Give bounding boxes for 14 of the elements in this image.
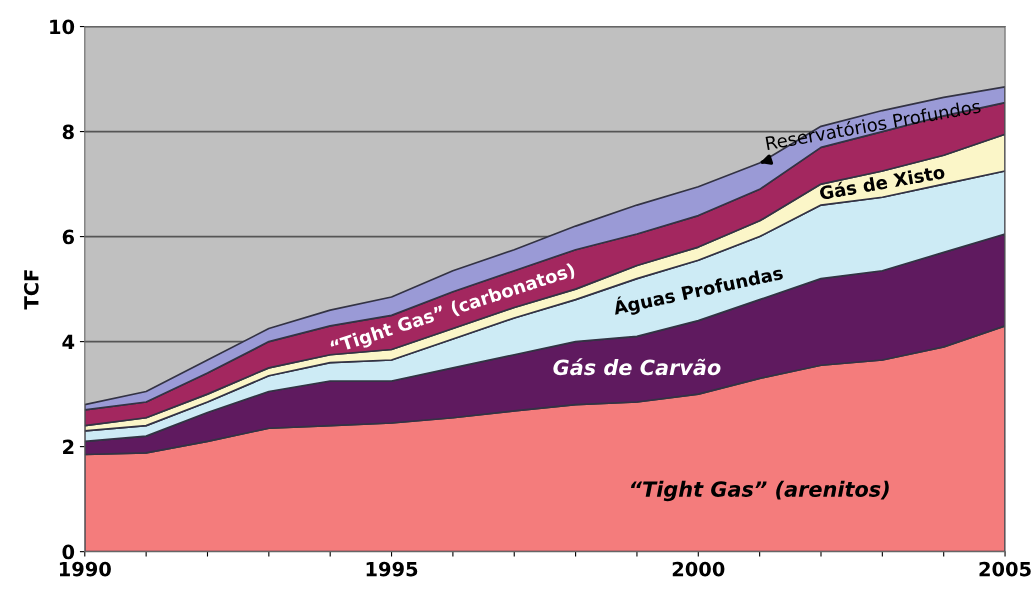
y-tick-label: 4 (62, 334, 75, 349)
x-tick-label: 1990 (59, 561, 111, 577)
y-tick-label: 6 (62, 229, 75, 245)
y-tick-label: 8 (62, 124, 74, 140)
x-tick-label: 1995 (366, 561, 418, 577)
y-axis-title: TCF (23, 270, 39, 310)
series-label: Gás de Carvão (553, 358, 721, 376)
series-label: “Tight Gas” (arenitos) (630, 480, 889, 502)
series-label: Gás de Xisto (818, 163, 946, 201)
x-tick-label: 2005 (979, 561, 1031, 577)
y-tick-label: 2 (63, 439, 74, 455)
y-tick-label: 10 (50, 19, 75, 35)
x-tick-label: 2000 (672, 561, 725, 577)
y-tick-label: 0 (62, 544, 75, 560)
